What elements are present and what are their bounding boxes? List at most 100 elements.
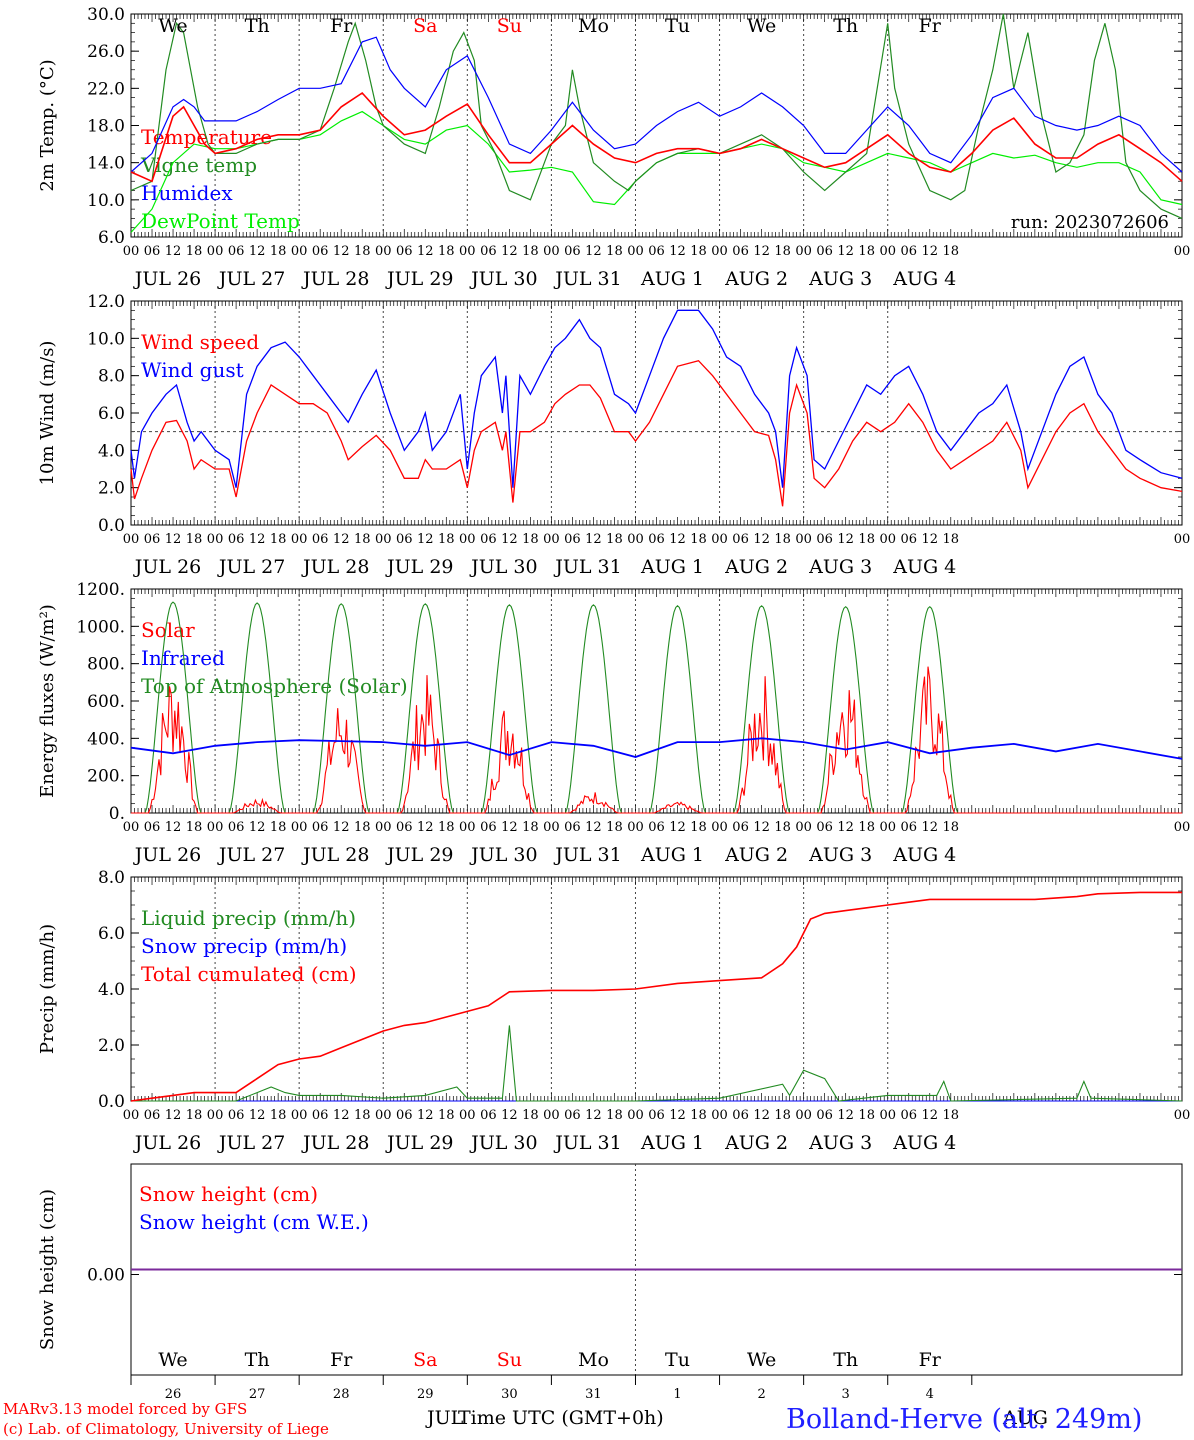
hour-tick-label: 12 [585, 532, 602, 547]
series-liquid-precip-mm-h- [131, 1025, 1183, 1102]
weekday-label: Fr [330, 15, 353, 37]
hour-tick-label: 06 [312, 820, 329, 835]
hour-tick-label: 18 [522, 244, 539, 259]
series-infrared [130, 737, 1183, 760]
hour-tick-label: 12 [417, 820, 434, 835]
date-label: JUL 30 [469, 1132, 537, 1154]
hour-tick-label: 12 [669, 532, 686, 547]
hour-tick-label: 06 [732, 244, 749, 259]
hour-tick-label: 06 [816, 1108, 833, 1123]
date-label: AUG 4 [892, 268, 956, 290]
date-label: JUL 28 [301, 844, 369, 866]
station-name: Bolland-Herve (alt. 249m) [786, 1404, 1142, 1435]
day-number-label: 1 [673, 1387, 681, 1402]
hour-tick-label: 00 [711, 532, 728, 547]
date-label: AUG 4 [892, 1132, 956, 1154]
legend-entry: Wind gust [141, 358, 244, 382]
date-label: JUL 31 [553, 1132, 621, 1154]
hour-tick-label: 06 [228, 820, 245, 835]
weekday-label: We [747, 15, 776, 37]
hour-tick-label: 00 [207, 820, 224, 835]
hour-tick-label: 06 [312, 1108, 329, 1123]
hour-tick-label: 00 [627, 1108, 644, 1123]
hour-tick-label: 06 [396, 1108, 413, 1123]
date-label: AUG 1 [640, 844, 704, 866]
weekday-label: Mo [578, 15, 609, 37]
hour-tick-label: 06 [900, 244, 917, 259]
day-number-label: 30 [501, 1387, 518, 1402]
hour-tick-label: 06 [396, 820, 413, 835]
date-label: JUL 29 [385, 844, 453, 866]
hour-tick-label: 00 [627, 244, 644, 259]
hour-tick-label: 18 [522, 1108, 539, 1123]
date-label: JUL 27 [217, 1132, 285, 1154]
weekday-label: Tu [665, 1349, 690, 1371]
date-label: AUG 2 [724, 844, 788, 866]
date-label: JUL 31 [553, 268, 621, 290]
hour-tick-label: 00 [291, 820, 308, 835]
legend-entry: DewPoint Temp [141, 209, 300, 233]
date-label: JUL 26 [133, 1132, 201, 1154]
hour-tick-label: 18 [270, 820, 287, 835]
hour-tick-label: 18 [354, 820, 371, 835]
hour-tick-label: 12 [249, 820, 266, 835]
hour-tick-label: 12 [753, 244, 770, 259]
hour-tick-label: 12 [165, 1108, 182, 1123]
hour-tick-label: 18 [606, 244, 623, 259]
y-tick-label: 400. [87, 729, 125, 749]
plot-frame [130, 300, 1183, 526]
weekday-label: Su [497, 1349, 522, 1371]
hour-tick-label: 12 [249, 532, 266, 547]
legend-entry: Total cumulated (cm) [141, 962, 357, 986]
hour-tick-label: 06 [564, 1108, 581, 1123]
hour-tick-label: 12 [501, 820, 518, 835]
hour-tick-label: 18 [858, 820, 875, 835]
day-number-label: 3 [842, 1387, 850, 1402]
hour-tick-label: 06 [144, 532, 161, 547]
hour-tick-label: 00 [627, 532, 644, 547]
hour-tick-label: 12 [837, 820, 854, 835]
day-number-label: 26 [165, 1387, 182, 1402]
hour-tick-label: 00 [543, 1108, 560, 1123]
hour-tick-label: 18 [270, 244, 287, 259]
day-number-label: 29 [417, 1387, 434, 1402]
hour-tick-label: 18 [186, 1108, 203, 1123]
hour-tick-label: 12 [165, 244, 182, 259]
series-wind-speed [130, 359, 1183, 507]
date-label: JUL 30 [469, 268, 537, 290]
hour-tick-label: 18 [943, 244, 960, 259]
hour-tick-label: 00 [291, 532, 308, 547]
hour-tick-label: 12 [753, 1108, 770, 1123]
date-label: JUL 28 [301, 268, 369, 290]
hour-tick-label: 18 [943, 1108, 960, 1123]
weekday-label: We [747, 1349, 776, 1371]
hour-tick-label: 18 [774, 244, 791, 259]
hour-tick-label: 00 [795, 532, 812, 547]
hour-tick-label: 18 [690, 244, 707, 259]
hour-tick-label: 12 [585, 820, 602, 835]
hour-tick-label: 00 [879, 532, 896, 547]
hour-tick-label: 00 [711, 820, 728, 835]
run-label: run: 2023072606 [1011, 212, 1169, 233]
hour-tick-label: 00 [291, 1108, 308, 1123]
hour-tick-label: 18 [438, 1108, 455, 1123]
hour-tick-label: 00 [879, 820, 896, 835]
hour-tick-label: 00 [543, 244, 560, 259]
series-solar [131, 666, 1182, 814]
date-label: JUL 28 [301, 556, 369, 578]
weekday-label: We [158, 1349, 187, 1371]
hour-tick-label: 06 [732, 820, 749, 835]
y-tick-label: 600. [87, 692, 125, 712]
y-tick-label: 10.0 [87, 191, 125, 211]
weekday-label: Su [497, 15, 522, 37]
y-tick-label: 1200. [76, 580, 125, 600]
hour-tick-label: 06 [144, 1108, 161, 1123]
hour-tick-label: 00 [207, 532, 224, 547]
hour-tick-label: 00 [1174, 244, 1191, 259]
y-tick-label: 10.0 [87, 329, 125, 349]
hour-tick-label: 00 [1174, 1108, 1191, 1123]
day-number-label: 2 [757, 1387, 765, 1402]
hour-tick-label: 00 [375, 244, 392, 259]
hour-tick-label: 12 [921, 820, 938, 835]
hour-tick-label: 12 [669, 820, 686, 835]
